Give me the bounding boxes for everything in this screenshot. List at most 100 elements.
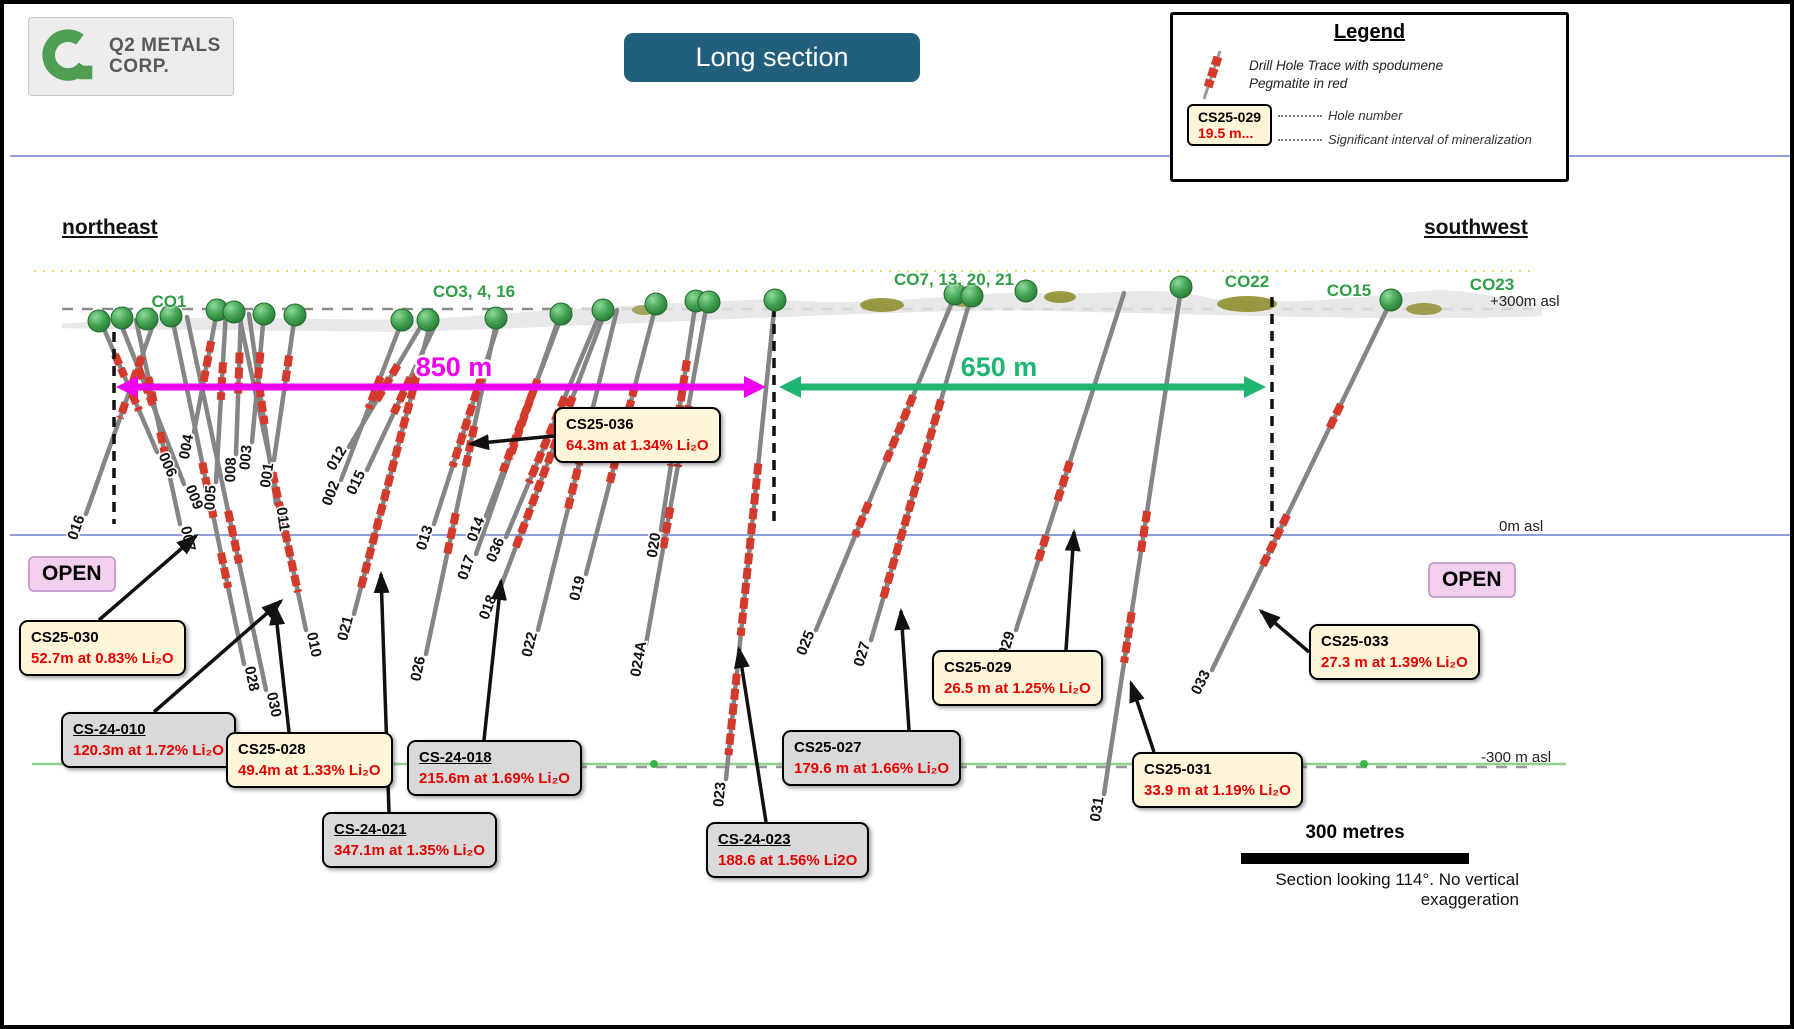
hole-number-label: 014: [464, 514, 489, 544]
leader-dots: [1278, 138, 1323, 141]
drill-collar-sphere: [222, 300, 246, 324]
section-canvas: 850 m 650 m 01600600900700400500800300101…: [10, 155, 1790, 824]
vegetation-patch: [1044, 291, 1076, 303]
callout-interval-value: 49.4m at 1.33% Li₂O: [238, 762, 381, 779]
pegmatite-interval: [364, 375, 385, 410]
drill-collar-sphere: [252, 302, 276, 326]
callout-interval-value: 52.7m at 0.83% Li₂O: [31, 650, 174, 667]
company-name: Q2 METALS CORP.: [109, 34, 221, 78]
collar-group-label-co1: CO1: [151, 292, 187, 311]
drill-hole-trace-026: [423, 316, 500, 657]
pegmatite-interval: [659, 506, 675, 550]
drill-collar-sphere: [1169, 275, 1193, 299]
elevation-label: +300m asl: [1490, 293, 1560, 310]
drill-collar-sphere: [135, 307, 159, 331]
drill-hole-trace-033: [1209, 298, 1394, 673]
hole-number-label: 027: [851, 640, 874, 669]
drill-trace-icon: [1202, 50, 1223, 100]
pegmatite-interval: [443, 512, 460, 555]
pegmatite-interval: [216, 362, 227, 401]
hole-number-label: 022: [519, 630, 542, 658]
callout-interval-value: 33.9 m at 1.19% Li₂O: [1144, 782, 1291, 799]
callout-cs25-033: CS25-033 27.3 m at 1.39% Li₂O: [1309, 624, 1480, 680]
hole-number-label: 017: [454, 553, 478, 582]
vegetation-patch: [860, 298, 904, 312]
hole-number-label: 026: [407, 655, 429, 683]
drill-collar-sphere: [697, 290, 721, 314]
arrow-right-head: [1244, 376, 1266, 398]
hole-number-label: 020: [644, 531, 665, 558]
callout-pointer-arrow: [1064, 529, 1081, 651]
pegmatite-interval: [255, 385, 269, 425]
callout-pointer-arrow: [97, 534, 199, 622]
pegmatite-interval: [1120, 611, 1136, 664]
pegmatite-interval: [280, 355, 294, 391]
drill-collar-sphere: [87, 309, 111, 333]
drill-collar-sphere: [591, 298, 615, 322]
drill-hole-trace-024A: [643, 300, 710, 647]
pegmatite-interval: [198, 461, 218, 520]
q2-logo-icon: [42, 28, 94, 81]
callout-hole-id: CS25-028: [238, 741, 306, 758]
callout-hole-id: CS25-027: [794, 739, 862, 756]
hole-number-label: 010: [303, 631, 325, 659]
legend-sample-hole: CS25-029: [1198, 109, 1262, 125]
legend-sample-interval: 19.5 m...: [1198, 125, 1254, 141]
hole-number-label: 036: [483, 535, 508, 565]
pegmatite-interval: [881, 393, 917, 465]
hole-number-label: 004: [176, 432, 198, 460]
hole-number-label: 003: [236, 444, 255, 471]
callout-interval-value: 215.6m at 1.69% Li₂O: [419, 770, 570, 787]
pegmatite-interval: [116, 401, 130, 420]
company-name-line1: Q2 METALS: [109, 34, 221, 56]
hole-number-label: 024A: [627, 640, 650, 678]
hole-number-label: 023: [710, 781, 729, 808]
drill-collar-sphere: [110, 306, 134, 330]
pegmatite-interval: [198, 340, 216, 391]
company-logo: Q2 METALS CORP.: [28, 17, 234, 96]
callout-cs-24-010: CS-24-010 120.3m at 1.72% Li₂O: [61, 712, 236, 768]
callout-hole-id: CS-24-021: [334, 821, 407, 838]
arrow-left-head: [116, 376, 138, 398]
drill-collar-sphere: [960, 284, 984, 308]
section-caption: Section looking 114°. No vertical exagge…: [1275, 870, 1519, 909]
pegmatite-interval: [851, 501, 873, 538]
green-tick: [1360, 760, 1368, 768]
green-tick: [650, 760, 658, 768]
hole-number-label: 030: [263, 691, 285, 719]
hole-number-label: 031: [1087, 795, 1108, 822]
legend: Legend Drill Hole Trace with spodumene P…: [1170, 12, 1569, 182]
legend-title: Legend: [1333, 21, 1406, 43]
pegmatite-interval: [128, 391, 143, 412]
terrain-surface: [62, 290, 1542, 332]
drill-collar-sphere: [549, 302, 573, 326]
pegmatite-interval: [268, 471, 302, 594]
hole-number-label: 021: [334, 614, 357, 643]
pegmatite-interval: [448, 375, 486, 468]
callout-hole-id: CS25-031: [1144, 761, 1212, 778]
callout-interval-value: 27.3 m at 1.39% Li₂O: [1321, 654, 1468, 671]
drill-hole-trace-007: [133, 317, 183, 527]
distance-label: 650 m: [961, 352, 1038, 382]
leader-dots: [1278, 114, 1323, 117]
pegmatite-interval: [156, 431, 170, 460]
callout-cs25-030: CS25-030 52.7m at 0.83% Li₂O: [19, 620, 186, 676]
direction-northeast: northeast: [62, 216, 158, 239]
scale-bar: [1241, 853, 1469, 864]
legend-trace-label: Drill Hole Trace with spodumene Pegmatit…: [1249, 57, 1444, 91]
pegmatite-interval: [1053, 460, 1074, 504]
legend-interval-label: Significant interval of mineralization: [1328, 132, 1532, 147]
callout-interval-value: 179.6 m at 1.66% Li₂O: [794, 760, 950, 777]
callout-hole-id: CS-24-018: [419, 749, 492, 766]
callout-pointer-arrow: [894, 608, 911, 731]
pegmatite-interval: [1033, 534, 1051, 564]
collar-group-label-co3-4-16: CO3, 4, 16: [432, 282, 516, 301]
callout-cs-24-021: CS-24-021 347.1m at 1.35% Li₂O: [322, 812, 497, 868]
pegmatite-interval: [505, 385, 539, 460]
drill-collar-sphere: [159, 304, 183, 328]
hole-number-label: 011: [273, 506, 293, 532]
pegmatite-interval: [511, 395, 577, 551]
callout-interval-value: 347.1m at 1.35% Li₂O: [334, 842, 485, 859]
pegmatite-interval: [1324, 402, 1345, 432]
